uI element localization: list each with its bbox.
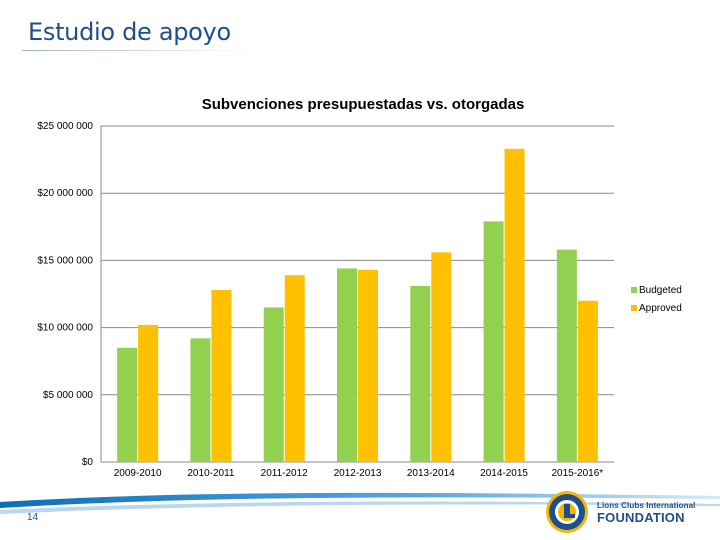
legend: Budgeted Approved: [631, 285, 682, 314]
x-tick-label: 2011-2012: [261, 468, 309, 479]
y-tick-label: $0: [82, 457, 94, 468]
logo-text-line2: FOUNDATION: [597, 510, 685, 525]
footer-swoosh: [0, 492, 720, 514]
x-tick-label: 2014-2015: [480, 468, 528, 479]
legend-swatch-approved: [631, 305, 637, 311]
x-tick-label: 2013-2014: [407, 468, 455, 479]
bar-budgeted-2011-2012: [263, 307, 284, 462]
x-tick-label: 2012-2013: [334, 468, 382, 479]
x-tick-label: 2009-2010: [114, 468, 162, 479]
bar-budgeted-2013-2014: [410, 285, 431, 462]
y-tick-label: $10 000 000: [37, 323, 93, 334]
bar-approved-2011-2012: [284, 275, 305, 462]
bars: [117, 148, 598, 462]
bar-approved-2009-2010: [138, 324, 159, 462]
lions-logo-icon: [546, 491, 588, 533]
bar-budgeted-2014-2015: [483, 221, 504, 462]
page-number: 14: [27, 512, 39, 523]
chart-title: Subvenciones presupuestadas vs. otorgada…: [202, 96, 525, 113]
bar-approved-2012-2013: [358, 269, 378, 462]
y-tick-label: $15 000 000: [37, 255, 93, 266]
y-tick-label: $5 000 000: [43, 390, 93, 401]
bar-approved-2013-2014: [431, 252, 452, 462]
y-tick-label: $25 000 000: [37, 121, 93, 132]
gridlines: [100, 125, 614, 463]
bar-approved-2015-2016*: [577, 300, 598, 462]
x-tick-label: 2010-2011: [187, 468, 235, 479]
y-axis-ticks: $0 $5 000 000 $10 000 000 $15 000 000 $20 00…: [37, 121, 93, 468]
bar-budgeted-2012-2013: [337, 268, 357, 462]
logo-text-line1: Lions Clubs International: [597, 501, 696, 510]
bar-approved-2014-2015: [504, 148, 525, 462]
legend-swatch-budgeted: [631, 287, 637, 293]
title-underline: [22, 50, 254, 51]
bar-approved-2010-2011: [211, 289, 232, 462]
bar-budgeted-2009-2010: [117, 347, 138, 462]
x-axis-ticks: 2009-2010 2010-2011 2011-2012 2012-2013 2013…: [114, 468, 604, 479]
y-tick-label: $20 000 000: [37, 188, 93, 199]
x-tick-label: 2015-2016*: [551, 468, 603, 479]
legend-label-approved: Approved: [639, 303, 682, 314]
bar-budgeted-2010-2011: [190, 338, 211, 462]
bar-budgeted-2015-2016*: [556, 249, 577, 462]
slide-title: Estudio de apoyo: [28, 18, 231, 46]
legend-label-budgeted: Budgeted: [639, 285, 682, 296]
